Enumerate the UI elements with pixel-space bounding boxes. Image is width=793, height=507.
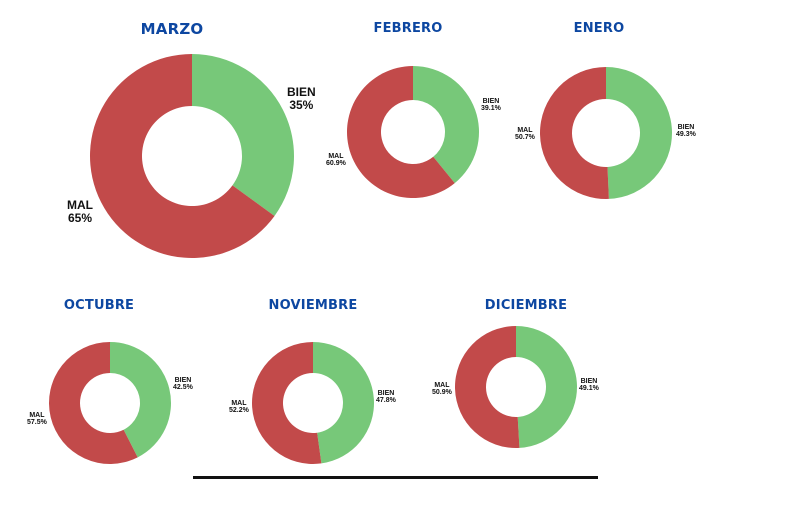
bien-slice-enero xyxy=(606,67,673,199)
chart-title-diciembre: DICIEMBRE xyxy=(484,298,568,313)
bien-slice-febrero xyxy=(413,66,480,184)
bien-label-marzo: BIEN 35% xyxy=(287,86,316,111)
mal-category-diciembre: MAL xyxy=(434,382,450,389)
mal-slice-marzo xyxy=(90,54,275,258)
mal-slice-octubre xyxy=(49,342,138,464)
mal-label-marzo: MAL 65% xyxy=(67,199,93,224)
bien-slice-marzo xyxy=(192,54,295,216)
mal-value-diciembre: 50.9% xyxy=(432,389,452,397)
bien-category-diciembre: BIEN xyxy=(580,378,598,385)
bien-category-marzo: BIEN xyxy=(287,85,316,99)
chart-title-octubre: OCTUBRE xyxy=(63,298,135,313)
bien-slice-diciembre xyxy=(516,326,577,448)
mal-label-enero: MAL 50.7% xyxy=(515,127,535,142)
bien-category-noviembre: BIEN xyxy=(377,390,395,397)
bien-slice-noviembre xyxy=(313,342,374,464)
bien-value-febrero: 39.1% xyxy=(481,105,501,113)
chart-title-febrero: FEBRERO xyxy=(373,21,443,36)
chart-title-noviembre: NOVIEMBRE xyxy=(268,298,358,313)
divider-line xyxy=(193,476,598,479)
mal-category-febrero: MAL xyxy=(328,153,344,160)
bien-category-enero: BIEN xyxy=(677,124,695,131)
mal-value-noviembre: 52.2% xyxy=(229,407,249,415)
bien-value-octubre: 42.5% xyxy=(173,384,193,392)
bien-value-diciembre: 49.1% xyxy=(579,385,599,393)
mal-slice-enero xyxy=(540,67,609,199)
mal-value-enero: 50.7% xyxy=(515,134,535,142)
bien-value-noviembre: 47.8% xyxy=(376,397,396,405)
mal-slice-noviembre xyxy=(251,342,322,464)
mal-category-noviembre: MAL xyxy=(231,400,247,407)
bien-value-enero: 49.3% xyxy=(676,131,696,139)
bien-category-octubre: BIEN xyxy=(174,377,192,384)
bien-label-noviembre: BIEN 47.8% xyxy=(376,390,396,405)
mal-label-octubre: MAL 57.5% xyxy=(27,412,47,427)
mal-category-octubre: MAL xyxy=(29,412,45,419)
mal-label-febrero: MAL 60.9% xyxy=(326,153,346,168)
mal-label-diciembre: MAL 50.9% xyxy=(432,382,452,397)
mal-value-marzo: 65% xyxy=(67,210,93,225)
bien-label-enero: BIEN 49.3% xyxy=(676,124,696,139)
mal-value-febrero: 60.9% xyxy=(326,160,346,168)
mal-category-enero: MAL xyxy=(517,127,533,134)
mal-slice-diciembre xyxy=(454,326,520,449)
mal-slice-febrero xyxy=(347,66,455,198)
chart-title-enero: ENERO xyxy=(573,21,625,36)
bien-label-octubre: BIEN 42.5% xyxy=(173,377,193,392)
bien-value-marzo: 35% xyxy=(289,97,314,112)
mal-label-noviembre: MAL 52.2% xyxy=(229,400,249,415)
chart-title-marzo: MARZO xyxy=(140,20,204,38)
bien-label-febrero: BIEN 39.1% xyxy=(481,98,501,113)
bien-label-diciembre: BIEN 49.1% xyxy=(579,378,599,393)
mal-value-octubre: 57.5% xyxy=(27,419,47,427)
bien-category-febrero: BIEN xyxy=(482,98,500,105)
mal-category-marzo: MAL xyxy=(67,198,93,212)
bien-slice-octubre xyxy=(110,342,172,458)
